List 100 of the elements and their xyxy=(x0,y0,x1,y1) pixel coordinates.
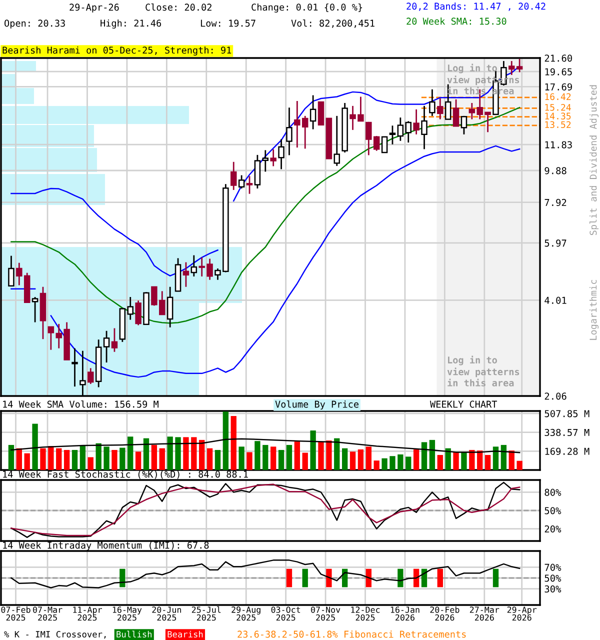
bar xyxy=(310,430,316,470)
bar xyxy=(246,452,252,470)
candlestick xyxy=(413,108,420,136)
candlestick xyxy=(318,101,324,126)
candlestick xyxy=(310,94,316,130)
x-tick-label: 29-Apr 2026 xyxy=(507,606,537,621)
bar xyxy=(199,440,205,470)
candlestick xyxy=(286,106,292,156)
bar xyxy=(40,448,46,470)
x-tick-label: 25-Jul 2025 xyxy=(192,606,221,621)
ref-line-label: 14.35 xyxy=(545,112,571,120)
bar xyxy=(484,454,491,470)
text: Change: 0.01 {0.0 %} xyxy=(252,3,362,13)
bar xyxy=(516,460,522,470)
bar xyxy=(302,452,308,470)
y-tick-label: 20% xyxy=(544,525,562,533)
candlestick xyxy=(452,98,460,127)
bar xyxy=(294,442,300,470)
x-tick-label: 16-Jan 2026 xyxy=(390,606,420,621)
bar xyxy=(238,446,244,470)
bar xyxy=(406,456,412,470)
candlestick xyxy=(437,98,444,120)
bar xyxy=(437,454,443,470)
candlestick xyxy=(230,161,237,191)
candlestick xyxy=(182,262,190,288)
bar xyxy=(104,446,110,470)
legend-title: % K - IMI Crossover, xyxy=(4,631,106,639)
bar xyxy=(120,448,126,470)
bar xyxy=(469,450,475,470)
bar xyxy=(413,449,420,470)
text: 20 Week SMA: 15.30 xyxy=(406,18,506,25)
y-tick-label: 7.92 xyxy=(544,198,566,206)
text: Open: 20.33 xyxy=(4,20,65,29)
bar xyxy=(350,452,356,470)
bar xyxy=(80,446,86,470)
candlestick xyxy=(460,115,468,136)
candlestick xyxy=(88,367,94,385)
text: Vol: 82,200,451 xyxy=(291,19,374,28)
text: High: 21.46 xyxy=(100,19,162,29)
y-tick-label: 11.83 xyxy=(545,141,572,148)
bar xyxy=(453,452,459,470)
bar xyxy=(382,458,388,470)
candlestick xyxy=(72,348,78,388)
bar xyxy=(16,448,22,470)
candlestick xyxy=(190,254,198,278)
text: Volume By Price xyxy=(275,400,358,410)
y-tick-label: 2.06 xyxy=(544,392,566,400)
chart-title: Bearish Harami on 05-Dec-25, Strength: 91 xyxy=(2,46,232,56)
bar xyxy=(159,448,165,470)
bar xyxy=(230,416,236,470)
text: Logarithmic xyxy=(589,280,599,340)
bar xyxy=(128,436,134,470)
y-tick-label: 19.65 xyxy=(545,68,572,76)
bar xyxy=(445,448,451,470)
chart-title: 14 Week SMA Volume: 156.59 M xyxy=(3,400,158,408)
bar xyxy=(390,456,396,470)
bar xyxy=(278,450,284,470)
bar xyxy=(222,412,229,470)
y-tick-label: 80% xyxy=(544,488,562,496)
x-tick-label: 27-Mar 2026 xyxy=(470,606,500,621)
bar xyxy=(358,449,364,470)
bar xyxy=(32,424,38,470)
y-tick-label: 5.97 xyxy=(544,240,566,247)
x-tick-label: 16-May 2025 xyxy=(112,606,142,621)
ref-line-label: 16.42 xyxy=(545,93,571,100)
y-tick-label: 4.01 xyxy=(544,296,566,304)
bar xyxy=(366,446,372,470)
line-series xyxy=(10,560,520,588)
bar xyxy=(167,436,173,470)
candlestick xyxy=(32,296,38,323)
bar xyxy=(334,438,340,470)
y-tick-label: 30% xyxy=(544,585,562,593)
candlestick xyxy=(8,255,14,288)
candlestick xyxy=(278,138,284,170)
bar xyxy=(492,446,499,470)
bar xyxy=(398,454,404,470)
candlestick xyxy=(48,326,54,351)
line-series xyxy=(10,106,520,324)
text: Close: 20.02 xyxy=(146,3,212,11)
candlestick xyxy=(270,148,276,167)
y-tick-label: 17.69 xyxy=(545,83,572,90)
candlestick xyxy=(111,328,118,353)
candlestick xyxy=(334,115,340,167)
candlestick xyxy=(421,105,428,150)
text: WEEKLY CHART xyxy=(430,400,498,408)
line-series xyxy=(10,438,520,454)
ref-line-label: 15.24 xyxy=(545,104,571,111)
bar xyxy=(477,450,483,470)
bar xyxy=(429,440,436,470)
x-tick-label: 07-Nov 2025 xyxy=(311,606,340,621)
bar xyxy=(286,444,292,470)
candlestick xyxy=(389,124,396,146)
candlestick xyxy=(254,154,261,190)
bar xyxy=(318,442,324,470)
bar xyxy=(112,450,118,470)
x-tick-label: 07-Mar 2025 xyxy=(33,606,62,621)
x-tick-label: 03-Oct 2025 xyxy=(271,606,300,621)
y-tick-label: 50% xyxy=(544,574,562,582)
y-tick-label: 70% xyxy=(544,564,562,571)
text: 20,2 Bands: 11.47 , 20.42 xyxy=(406,2,546,11)
